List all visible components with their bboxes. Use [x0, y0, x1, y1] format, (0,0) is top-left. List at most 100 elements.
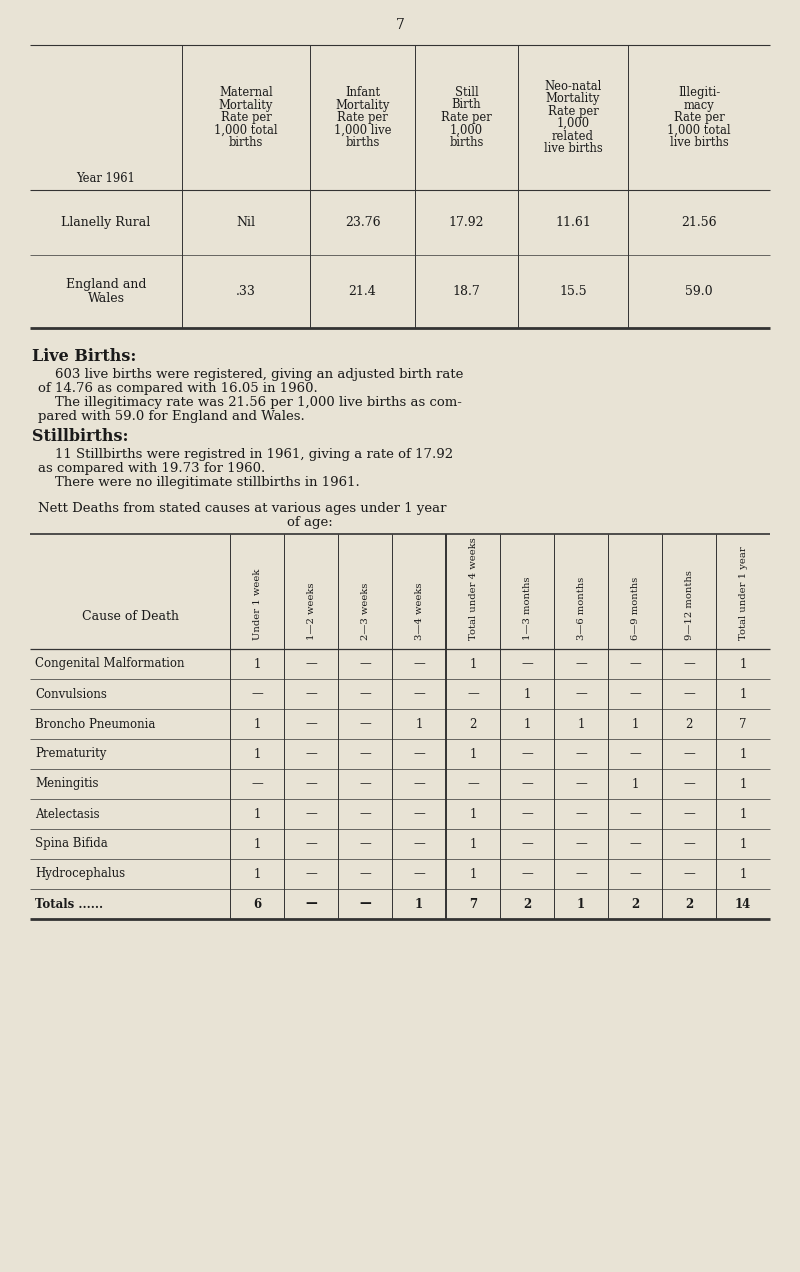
- Text: —: —: [413, 687, 425, 701]
- Text: Wales: Wales: [87, 293, 125, 305]
- Text: 11 Stillbirths were registred in 1961, giving a rate of 17.92: 11 Stillbirths were registred in 1961, g…: [38, 448, 453, 460]
- Text: 1: 1: [470, 837, 477, 851]
- Text: births: births: [229, 136, 263, 149]
- Text: —: —: [629, 808, 641, 820]
- Text: live births: live births: [670, 136, 728, 149]
- Text: Still: Still: [454, 86, 478, 99]
- Text: 1,000 total: 1,000 total: [667, 123, 731, 136]
- Text: 1: 1: [470, 658, 477, 670]
- Text: 18.7: 18.7: [453, 285, 480, 298]
- Text: —: —: [683, 777, 695, 790]
- Text: 3—4 weeks: 3—4 weeks: [414, 583, 423, 640]
- Text: 15.5: 15.5: [559, 285, 587, 298]
- Text: —: —: [575, 687, 587, 701]
- Text: —: —: [359, 837, 371, 851]
- Text: related: related: [552, 130, 594, 142]
- Text: —: —: [683, 658, 695, 670]
- Text: 1: 1: [470, 868, 477, 880]
- Text: Prematurity: Prematurity: [35, 748, 106, 761]
- Text: —: —: [359, 868, 371, 880]
- Text: —: —: [575, 658, 587, 670]
- Text: macy: macy: [684, 98, 714, 112]
- Text: 1: 1: [631, 777, 638, 790]
- Text: 1: 1: [415, 717, 422, 730]
- Text: —: —: [359, 898, 371, 911]
- Text: 2: 2: [685, 898, 693, 911]
- Text: —: —: [683, 837, 695, 851]
- Text: 1: 1: [254, 868, 261, 880]
- Text: 6: 6: [253, 898, 261, 911]
- Text: The illegitimacy rate was 21.56 per 1,000 live births as com-: The illegitimacy rate was 21.56 per 1,00…: [38, 396, 462, 410]
- Text: births: births: [346, 136, 380, 149]
- Text: 2—3 weeks: 2—3 weeks: [361, 583, 370, 640]
- Text: 59.0: 59.0: [685, 285, 713, 298]
- Text: —: —: [683, 687, 695, 701]
- Text: —: —: [413, 808, 425, 820]
- Text: —: —: [305, 808, 317, 820]
- Text: of age:: of age:: [287, 516, 333, 529]
- Text: 1,000 live: 1,000 live: [334, 123, 391, 136]
- Text: Stillbirths:: Stillbirths:: [32, 427, 129, 445]
- Text: Rate per: Rate per: [548, 104, 598, 118]
- Text: —: —: [629, 687, 641, 701]
- Text: —: —: [467, 687, 479, 701]
- Text: as compared with 19.73 for 1960.: as compared with 19.73 for 1960.: [38, 462, 266, 474]
- Text: Atelectasis: Atelectasis: [35, 808, 100, 820]
- Text: Mortality: Mortality: [546, 93, 600, 106]
- Text: 1: 1: [739, 777, 746, 790]
- Text: —: —: [683, 868, 695, 880]
- Text: 1: 1: [739, 837, 746, 851]
- Text: Birth: Birth: [452, 98, 482, 112]
- Text: 2: 2: [470, 717, 477, 730]
- Text: 2: 2: [631, 898, 639, 911]
- Text: Convulsions: Convulsions: [35, 687, 107, 701]
- Text: —: —: [359, 808, 371, 820]
- Text: 1—2 weeks: 1—2 weeks: [306, 583, 315, 640]
- Text: —: —: [359, 658, 371, 670]
- Text: 1: 1: [739, 868, 746, 880]
- Text: 11.61: 11.61: [555, 216, 591, 229]
- Text: —: —: [251, 687, 263, 701]
- Text: —: —: [413, 868, 425, 880]
- Text: Total under 1 year: Total under 1 year: [738, 546, 747, 640]
- Text: Llanelly Rural: Llanelly Rural: [62, 216, 150, 229]
- Text: —: —: [305, 658, 317, 670]
- Text: —: —: [575, 777, 587, 790]
- Text: 23.76: 23.76: [345, 216, 380, 229]
- Text: —: —: [575, 808, 587, 820]
- Text: —: —: [629, 748, 641, 761]
- Text: —: —: [521, 868, 533, 880]
- Text: 603 live births were registered, giving an adjusted birth rate: 603 live births were registered, giving …: [38, 368, 463, 382]
- Text: 1: 1: [470, 808, 477, 820]
- Text: 2: 2: [523, 898, 531, 911]
- Text: Under 1 week: Under 1 week: [253, 569, 262, 640]
- Text: Neo-natal: Neo-natal: [544, 80, 602, 93]
- Text: —: —: [521, 748, 533, 761]
- Text: Totals ......: Totals ......: [35, 898, 103, 911]
- Text: 2: 2: [686, 717, 693, 730]
- Text: Maternal: Maternal: [219, 86, 273, 99]
- Text: Cause of Death: Cause of Death: [82, 611, 178, 623]
- Text: Rate per: Rate per: [221, 111, 271, 123]
- Text: 1: 1: [739, 687, 746, 701]
- Text: 1: 1: [254, 658, 261, 670]
- Text: pared with 59.0 for England and Wales.: pared with 59.0 for England and Wales.: [38, 410, 305, 424]
- Text: 1: 1: [577, 898, 585, 911]
- Text: —: —: [629, 658, 641, 670]
- Text: —: —: [683, 808, 695, 820]
- Text: 1: 1: [470, 748, 477, 761]
- Text: —: —: [305, 898, 317, 911]
- Text: —: —: [305, 837, 317, 851]
- Text: —: —: [359, 777, 371, 790]
- Text: 21.4: 21.4: [349, 285, 376, 298]
- Text: Total under 4 weeks: Total under 4 weeks: [469, 537, 478, 640]
- Text: 7: 7: [395, 18, 405, 32]
- Text: —: —: [521, 777, 533, 790]
- Text: 1: 1: [523, 687, 530, 701]
- Text: 1,000: 1,000: [557, 117, 590, 130]
- Text: 7: 7: [469, 898, 477, 911]
- Text: —: —: [305, 687, 317, 701]
- Text: —: —: [467, 777, 479, 790]
- Text: —: —: [413, 837, 425, 851]
- Text: —: —: [251, 777, 263, 790]
